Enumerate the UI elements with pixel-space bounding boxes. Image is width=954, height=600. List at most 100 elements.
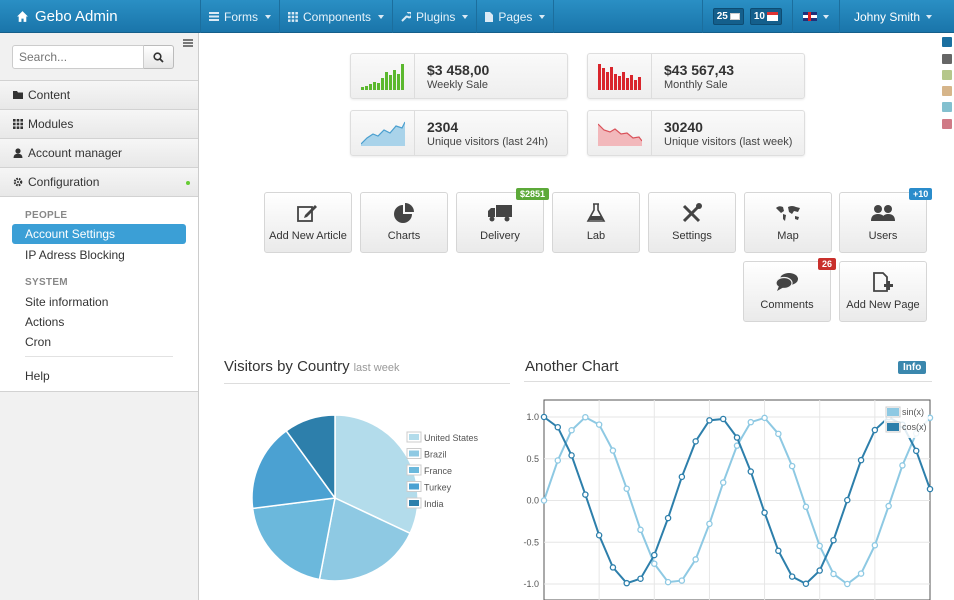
list-icon <box>209 12 219 21</box>
y-tick-label: -0.5 <box>523 537 539 547</box>
shortcut-settings[interactable]: Settings <box>648 192 736 253</box>
data-point <box>540 413 548 421</box>
data-point <box>761 414 768 422</box>
nav-components[interactable]: Components <box>280 0 394 33</box>
chevron-down-icon <box>822 14 829 19</box>
legend-swatch <box>409 483 419 490</box>
search-button[interactable] <box>144 45 174 69</box>
pie-slice <box>251 429 337 510</box>
legend-label: Brazil <box>424 450 447 460</box>
data-point <box>568 426 575 434</box>
data-point <box>830 536 837 544</box>
style-swatch[interactable] <box>942 37 952 47</box>
data-point <box>651 551 658 559</box>
style-swatch[interactable] <box>942 70 952 80</box>
data-point <box>623 485 630 492</box>
pie-chart-icon <box>394 203 414 223</box>
chevron-down-icon <box>265 14 271 19</box>
stat-sparkline <box>588 111 652 155</box>
language-selector[interactable] <box>791 0 839 33</box>
sidebar: Content Modules Account manager Configur… <box>0 33 199 600</box>
data-point <box>582 491 589 498</box>
nav-right: 25 10 Johny Smith <box>701 0 954 33</box>
data-point <box>692 438 699 445</box>
legend-swatch <box>887 423 899 431</box>
data-point <box>747 468 755 475</box>
stat-value: $43 567,43 <box>664 62 735 78</box>
submenu-account-settings[interactable]: Account Settings <box>12 224 186 244</box>
sidebar-item-modules[interactable]: Modules <box>0 109 198 138</box>
stat-label: Monthly Sale <box>664 79 728 91</box>
status-dot <box>186 181 190 185</box>
shortcut-label: Delivery <box>480 230 520 242</box>
calendar-icon <box>766 12 778 21</box>
stat-value: 2304 <box>427 119 459 135</box>
stat-label: Unique visitors (last week) <box>664 136 793 148</box>
shortcut-delivery[interactable]: Delivery <box>456 192 544 253</box>
red-bars-icon <box>597 64 641 90</box>
data-point <box>802 503 810 511</box>
visitors-subtitle: last week <box>353 362 400 374</box>
nav-plugins[interactable]: Plugins <box>393 0 478 33</box>
another-line-chart: 1.0 0.5 0.0 -0.5 -1.0 sin(x) cos(x) <box>523 399 934 600</box>
style-swatch[interactable] <box>942 102 952 112</box>
shortcut-users[interactable]: Users <box>839 192 927 253</box>
shortcut-add-new-article[interactable]: Add New Article <box>264 192 352 253</box>
section-system: SYSTEM <box>25 277 68 288</box>
sidebar-item-label: Account manager <box>28 146 123 160</box>
data-point <box>733 434 741 441</box>
style-swatch[interactable] <box>942 119 952 129</box>
mail-count: 25 <box>716 11 728 22</box>
sidebar-item-account-manager[interactable]: Account manager <box>0 138 198 167</box>
sidebar-item-configuration[interactable]: Configuration <box>0 167 198 196</box>
data-point <box>595 421 603 428</box>
stat-label: Unique visitors (last 24h) <box>427 136 549 148</box>
nav-forms[interactable]: Forms <box>201 0 280 33</box>
shortcut-label: Add New Article <box>269 230 347 242</box>
stat-sparkline <box>588 54 652 98</box>
stat-weekly-sale: $3 458,00 Weekly Sale <box>350 53 568 99</box>
shortcut-charts[interactable]: Charts <box>360 192 448 253</box>
sidebar-item-content[interactable]: Content <box>0 80 198 109</box>
search-input[interactable] <box>12 45 144 69</box>
data-point <box>664 578 672 586</box>
style-swatch[interactable] <box>942 54 952 64</box>
shortcut-comments[interactable]: Comments <box>743 261 831 322</box>
calendar-counter[interactable]: 10 <box>749 8 782 25</box>
style-swatch[interactable] <box>942 86 952 96</box>
user-menu[interactable]: Johny Smith <box>838 0 954 33</box>
legend-swatch <box>409 434 419 440</box>
data-point <box>706 520 713 528</box>
search-icon <box>153 51 164 63</box>
submenu-site-information[interactable]: Site information <box>25 295 109 309</box>
red-area-icon <box>597 123 642 146</box>
submenu-ip-blocking[interactable]: IP Adress Blocking <box>25 248 125 262</box>
shortcut-map[interactable]: Map <box>744 192 832 253</box>
truck-icon <box>488 205 512 222</box>
another-chart-title: Another Chart <box>525 358 619 375</box>
nav-components-label: Components <box>303 9 372 24</box>
submenu-actions[interactable]: Actions <box>25 315 65 329</box>
shortcut-label: Lab <box>586 230 606 242</box>
brand[interactable]: Gebo Admin <box>16 8 118 25</box>
notifications: 25 10 <box>701 0 792 33</box>
sidebar-search <box>12 45 174 69</box>
sidebar-toggle-icon[interactable] <box>183 39 193 47</box>
data-point <box>747 418 755 426</box>
nav-pages[interactable]: Pages <box>477 0 555 33</box>
envelope-icon <box>729 13 740 20</box>
y-tick-label: 0.0 <box>526 496 539 506</box>
submenu-help[interactable]: Help <box>25 369 50 383</box>
mail-counter[interactable]: 25 <box>712 8 744 25</box>
sidebar-item-label: Modules <box>28 117 74 131</box>
data-point <box>706 417 713 424</box>
shortcut-lab[interactable]: Lab <box>552 192 640 253</box>
submenu-cron[interactable]: Cron <box>25 335 52 349</box>
users-badge: +10 <box>909 188 933 200</box>
uk-flag-icon <box>802 12 817 21</box>
stat-value: 30240 <box>664 119 703 135</box>
stat-sparkline <box>351 111 415 155</box>
data-point <box>651 560 658 567</box>
info-badge[interactable]: Info <box>898 361 927 374</box>
shortcut-add-new-page[interactable]: Add New Page <box>839 261 927 322</box>
